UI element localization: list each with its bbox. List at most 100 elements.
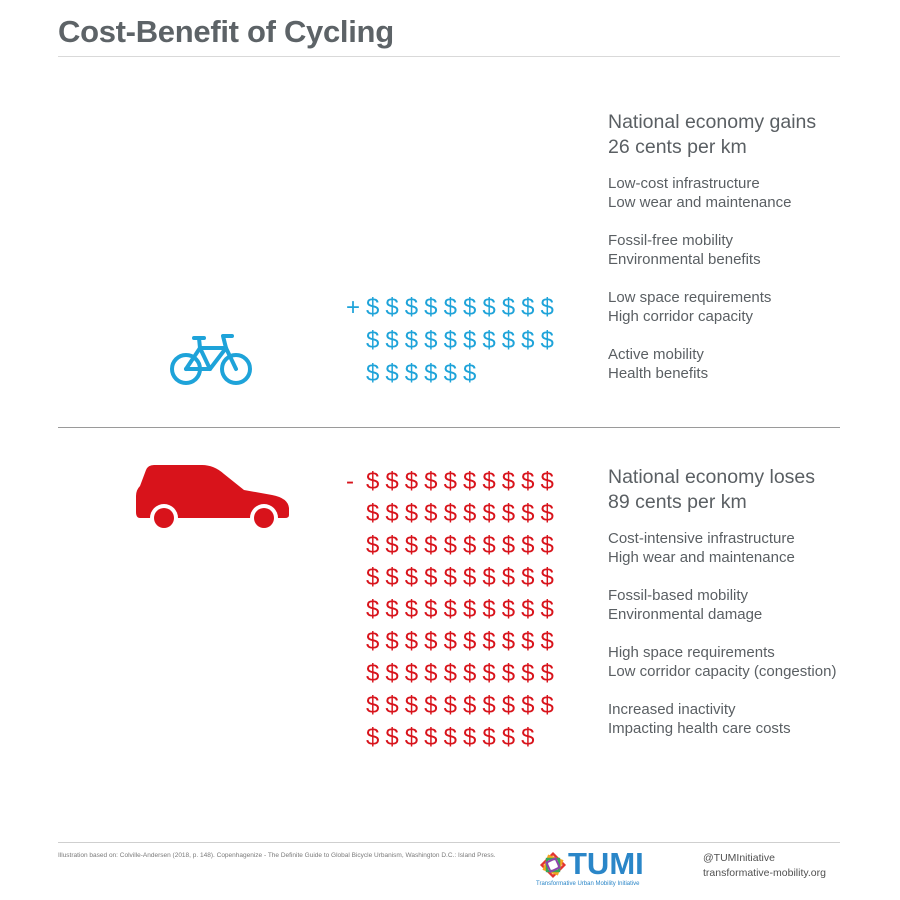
bike-dollar-icon: $	[482, 326, 496, 354]
car-dollar-icon: $	[501, 468, 516, 495]
bike-dollar-grid: + $ $ $ $ $ $ $ $ $ $ $ $ $ $ $ $ $ $ $ $ $ $ $ $ $ $	[346, 291, 560, 390]
car-dollar-icon: $	[404, 500, 419, 527]
car-dollar-icon: $	[443, 564, 457, 591]
car-dollar-row: $ $ $ $ $ $ $ $ $ $	[346, 498, 560, 530]
car-dollar-icon: $	[404, 692, 419, 719]
car-dollar-icon: $	[482, 724, 496, 751]
car-sign: -	[346, 468, 354, 495]
bike-dollar-icon: $	[501, 293, 516, 321]
bike-dollar-icon: $	[521, 326, 535, 354]
bike-item-infrastructure: Low-cost infrastructure Low wear and mai…	[608, 175, 792, 211]
twitter-handle[interactable]: @TUMInitiative	[703, 852, 775, 864]
car-dollar-icon: $	[521, 628, 535, 655]
car-dollar-icon: $	[404, 532, 419, 559]
bike-dollar-icon: $	[462, 326, 477, 354]
website-link[interactable]: transformative-mobility.org	[703, 867, 826, 879]
bike-dollar-icon: $	[385, 326, 399, 354]
bike-dollar-icon: $	[443, 359, 457, 387]
bike-item-space: Low space requirements High corridor cap…	[608, 289, 772, 325]
bike-dollar-icon: $	[404, 326, 419, 354]
car-dollar-row: $ $ $ $ $ $ $ $ $ $	[346, 594, 560, 626]
car-dollar-icon: $	[482, 500, 496, 527]
bike-dollar-icon: $	[521, 293, 535, 321]
car-headline-line1: National economy loses	[608, 466, 816, 488]
car-dollar-icon: $	[462, 692, 477, 719]
car-item-health: Increased inactivity Impacting health ca…	[608, 701, 791, 737]
bike-headline-line2: 26 cents per km	[608, 136, 747, 158]
bike-dollar-icon: $	[385, 293, 399, 321]
bike-sign: +	[346, 293, 361, 321]
bike-dollar-icon: $	[404, 293, 419, 321]
car-dollar-icon: $	[501, 500, 516, 527]
car-dollar-icon: $	[443, 596, 457, 623]
bike-dollar-icon: $	[443, 326, 457, 354]
car-dollar-icon: $	[385, 628, 399, 655]
car-dollar-icon: $	[521, 660, 535, 687]
car-dollar-icon: $	[424, 596, 438, 623]
car-dollar-icon: $	[521, 724, 535, 751]
car-dollar-icon: $	[540, 692, 554, 719]
car-dollar-icon: $	[424, 564, 438, 591]
car-dollar-row: - $ $ $ $ $ $ $ $ $ $	[346, 466, 560, 498]
car-dollar-icon: $	[424, 500, 438, 527]
car-headline-line2: 89 cents per km	[608, 491, 747, 513]
car-item-environment: Fossil-based mobility Environmental dama…	[608, 587, 763, 623]
car-dollar-icon: $	[482, 564, 496, 591]
car-dollar-icon: $	[462, 468, 477, 495]
car-dollar-icon: $	[482, 596, 496, 623]
car-dollar-icon: $	[404, 596, 419, 623]
bike-dollar-row: $ $ $ $ $ $ $ $ $ $	[346, 324, 560, 357]
car-dollar-icon: $	[482, 628, 496, 655]
car-dollar-icon: $	[366, 532, 380, 559]
car-item-infrastructure: Cost-intensive infrastructure High wear …	[608, 530, 795, 566]
footer-divider	[58, 842, 840, 843]
car-dollar-row: $ $ $ $ $ $ $ $ $ $	[346, 690, 560, 722]
bike-dollar-icon: $	[424, 326, 438, 354]
car-dollar-icon: $	[385, 692, 399, 719]
car-dollar-icon: $	[404, 564, 419, 591]
car-dollar-icon: $	[385, 500, 399, 527]
car-dollar-icon: $	[501, 660, 516, 687]
car-dollar-icon: $	[540, 660, 554, 687]
car-dollar-icon: $	[540, 564, 554, 591]
car-dollar-icon: $	[443, 500, 457, 527]
car-dollar-icon: $	[404, 724, 419, 751]
car-dollar-icon: $	[385, 724, 399, 751]
car-dollar-icon: $	[521, 468, 535, 495]
car-costs-panel: National economy loses 89 cents per km C…	[608, 465, 888, 757]
car-dollar-icon: $	[482, 660, 496, 687]
car-dollar-icon: $	[462, 628, 477, 655]
car-dollar-icon: $	[404, 628, 419, 655]
bike-dollar-icon: $	[462, 359, 477, 387]
car-dollar-row: $ $ $ $ $ $ $ $ $ $	[346, 626, 560, 658]
car-dollar-icon: $	[482, 468, 496, 495]
car-dollar-icon: $	[540, 596, 554, 623]
tumi-logo-wordmark: TUMI	[568, 846, 644, 881]
car-dollar-icon: $	[462, 660, 477, 687]
car-dollar-icon: $	[482, 692, 496, 719]
tumi-logo: TUMI Transformative Urban Mobility Initi…	[536, 846, 656, 890]
car-dollar-icon: $	[385, 468, 399, 495]
title-divider	[58, 56, 840, 57]
bike-dollar-row: $ $ $ $ $ $	[346, 357, 560, 390]
car-dollar-icon: $	[501, 692, 516, 719]
bike-item-environment: Fossil-free mobility Environmental benef…	[608, 232, 761, 268]
bike-dollar-icon: $	[482, 293, 496, 321]
car-dollar-icon: $	[521, 532, 535, 559]
car-dollar-icon: $	[385, 564, 399, 591]
bike-dollar-row: + $ $ $ $ $ $ $ $ $ $	[346, 291, 560, 324]
car-dollar-grid: - $ $ $ $ $ $ $ $ $ $ $ $ $ $ $ $ $ $ $ $ $ $ $ $ $ $ $ $ $ $ $ $ $ $ $ $ $ $ $…	[346, 466, 560, 754]
bike-dollar-icon: $	[424, 293, 438, 321]
car-dollar-icon: $	[366, 564, 380, 591]
car-dollar-icon: $	[482, 532, 496, 559]
car-dollar-icon: $	[521, 564, 535, 591]
car-dollar-icon: $	[443, 628, 457, 655]
car-dollar-icon: $	[385, 596, 399, 623]
car-icon	[136, 465, 289, 532]
car-dollar-icon: $	[366, 500, 380, 527]
car-dollar-icon: $	[366, 628, 380, 655]
car-dollar-icon: $	[501, 532, 516, 559]
bike-dollar-icon: $	[540, 293, 554, 321]
car-dollar-icon: $	[404, 660, 419, 687]
bicycle-icon	[170, 334, 252, 385]
